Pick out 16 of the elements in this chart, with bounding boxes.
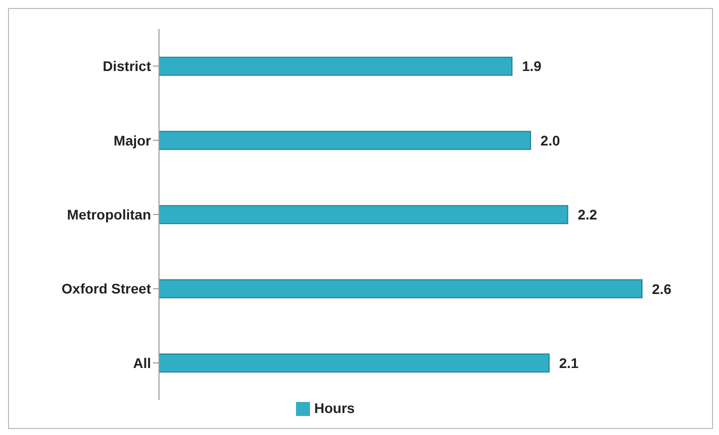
bar — [158, 279, 642, 298]
y-tick-label: All — [133, 354, 151, 371]
bar — [158, 353, 550, 372]
data-label: 2.0 — [540, 132, 560, 148]
y-tick-label: Major — [114, 132, 152, 148]
legend-label: Hours — [314, 400, 355, 416]
data-label: 2.1 — [559, 354, 579, 371]
bar — [158, 56, 512, 76]
data-label: 2.6 — [652, 280, 672, 297]
y-tick-label: Oxford Street — [62, 280, 152, 297]
bar — [158, 205, 568, 224]
data-label: 2.2 — [578, 206, 598, 223]
bar — [158, 130, 532, 150]
y-tick-label: Metropolitan — [67, 206, 151, 222]
data-label: 1.9 — [522, 58, 542, 74]
y-tick-label: District — [102, 58, 152, 74]
